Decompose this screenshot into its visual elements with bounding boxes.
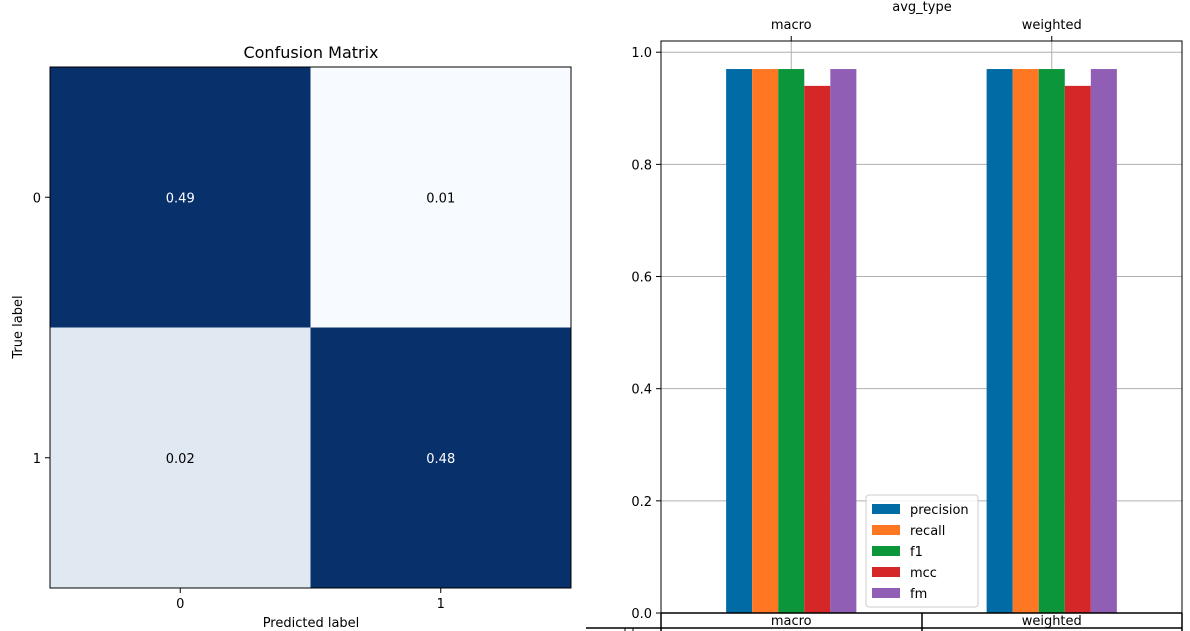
cm-cell-label-0-0: 0.49 [166, 191, 195, 206]
cm-cell-label-1-1: 0.48 [426, 452, 455, 467]
bar-recall-macro [752, 69, 779, 614]
bar-mcc-weighted [1064, 85, 1091, 614]
cm-title: Confusion Matrix [243, 43, 378, 62]
legend-label-precision: precision [910, 503, 969, 518]
bar-fm-weighted [1090, 69, 1117, 614]
bar-ytick-label: 0.4 [631, 383, 652, 398]
legend-box [865, 494, 979, 608]
cm-ylabel: True label [11, 295, 26, 359]
cm-cell-0-0 [50, 67, 311, 328]
legend-label-mcc: mcc [910, 566, 937, 581]
category-table: macro weighted [586, 612, 1183, 631]
bar-ytick-label: 1.0 [631, 46, 652, 61]
legend-swatch-fm [872, 588, 900, 598]
cm-ytick-label: 0 [33, 191, 41, 206]
top-tick-label: weighted [1022, 18, 1082, 33]
legend-label-f1: f1 [910, 545, 923, 560]
legend-swatch-f1 [872, 546, 900, 556]
legend-label-fm: fm [910, 587, 927, 602]
cm-frame [49, 66, 572, 589]
bar-f1-macro [778, 69, 805, 614]
cm-cell-label-0-1: 0.01 [426, 191, 455, 206]
bar-ytick-label: 0.2 [631, 495, 652, 510]
cm-cell-label-1-0: 0.02 [166, 452, 195, 467]
bar-ytick-label: 0.6 [631, 271, 652, 286]
confusion-matrix-chart: Confusion Matrix 0.49 0.01 0.02 0.48 0 1 0 1 P… [11, 43, 572, 631]
bar-ytick-label: 0.8 [631, 158, 652, 173]
bar-precision-weighted [986, 69, 1013, 614]
legend-swatch-mcc [872, 567, 900, 577]
cm-xtick-label: 1 [437, 597, 445, 612]
top-tick-label: macro [771, 18, 812, 33]
legend-swatch-precision [872, 504, 900, 514]
cm-cell-1-1 [310, 327, 571, 588]
cm-xlabel: Predicted label [263, 616, 360, 631]
legend-swatch-recall [872, 525, 900, 535]
cm-xtick-label: 0 [176, 597, 184, 612]
table-cell-label: weighted [1022, 614, 1082, 629]
table-cell-label: macro [771, 614, 812, 629]
top-axis-label: avg_type [892, 0, 951, 15]
legend-label-recall: recall [910, 524, 945, 539]
metrics-bar-chart: avg_type 0.0 0.2 0.4 0.6 0.8 1.0 macro weighte… [586, 0, 1183, 631]
legend: precision recall f1 mcc fm [865, 494, 979, 608]
bar-ytick-label: 0.0 [631, 607, 652, 622]
bar-precision-macro [726, 69, 753, 614]
bar-f1-weighted [1038, 69, 1065, 614]
bar-fm-macro [830, 69, 857, 614]
cm-cell-0-1 [310, 67, 571, 328]
cm-cell-1-0 [50, 327, 311, 588]
bar-recall-weighted [1012, 69, 1039, 614]
bar-mcc-macro [804, 85, 831, 614]
cm-ytick-label: 1 [33, 452, 41, 467]
